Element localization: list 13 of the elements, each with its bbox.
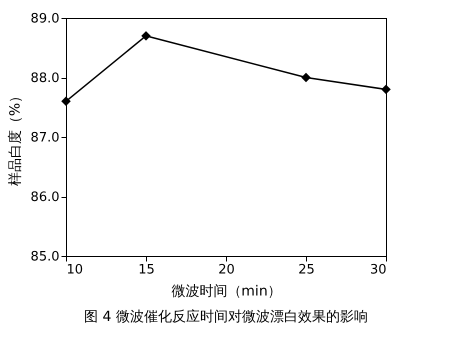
x-tick-label: 30 xyxy=(370,262,386,278)
y-tick-label: 88.0 xyxy=(30,71,60,86)
caption: 图 4 微波催化反应时间对微波漂白效果的影响 xyxy=(84,309,368,325)
x-tick-label: 20 xyxy=(218,262,235,278)
x-axis-title: 微波时间（min） xyxy=(171,284,282,300)
x-tick-label: 15 xyxy=(138,262,155,278)
y-tick-label: 89.0 xyxy=(30,12,60,26)
y-tick-label: 85.0 xyxy=(30,250,60,264)
y-tick-label: 87.0 xyxy=(30,130,60,146)
x-tick-label: 10 xyxy=(66,262,84,278)
y-axis-title: 样品白度（%） xyxy=(8,88,24,186)
x-tick-label: 25 xyxy=(298,262,315,278)
y-tick-label: 86.0 xyxy=(30,190,60,205)
